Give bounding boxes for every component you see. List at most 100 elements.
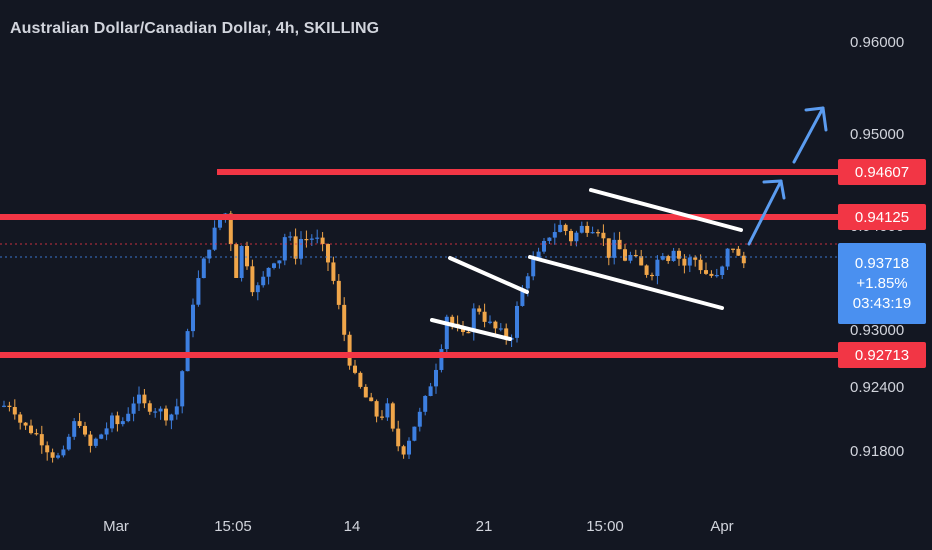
candle-body xyxy=(212,227,217,250)
candle-body xyxy=(385,403,390,418)
candle-body xyxy=(428,386,433,396)
candle-body xyxy=(7,405,12,408)
x-tick-label: Apr xyxy=(710,518,733,535)
candle-body xyxy=(185,331,190,372)
candle-body xyxy=(612,239,617,258)
candle-body xyxy=(477,308,482,312)
candle-body xyxy=(239,245,244,278)
candle-body xyxy=(482,311,487,322)
candle-body xyxy=(174,406,179,415)
level-badge-1: 0.94125 xyxy=(838,204,926,230)
candle-body xyxy=(315,237,320,239)
candle-body xyxy=(488,321,492,323)
candle-body xyxy=(72,421,77,437)
candle-body xyxy=(542,240,546,252)
candle-body xyxy=(120,421,125,425)
y-tick-label: 0.92400 xyxy=(850,379,904,396)
candle-body xyxy=(563,224,568,232)
candle-body xyxy=(147,403,152,412)
candle-body xyxy=(650,274,654,277)
candle-body xyxy=(2,405,6,407)
channel-lower-trendline xyxy=(528,255,724,310)
breakout-arrow-1-shaft xyxy=(792,106,825,164)
candle-body xyxy=(693,257,698,260)
candle-body xyxy=(601,232,606,239)
candle-body xyxy=(353,365,357,373)
candle-body xyxy=(741,255,746,264)
candle-body xyxy=(23,422,28,426)
candle-body xyxy=(731,248,735,250)
candle-body xyxy=(498,328,503,330)
candle-body xyxy=(277,260,282,264)
candle-body xyxy=(261,276,266,286)
candle-body xyxy=(585,225,590,233)
candle-body xyxy=(434,369,438,387)
candle-body xyxy=(331,262,336,281)
candle-body xyxy=(590,232,595,234)
flag-lower-trendline xyxy=(430,318,512,341)
candle-body xyxy=(401,446,406,455)
candle-body xyxy=(677,250,681,259)
candle-body xyxy=(374,401,379,417)
candle-body xyxy=(347,334,352,366)
candle-body xyxy=(29,425,33,434)
candle-body xyxy=(164,408,168,421)
candle-body xyxy=(596,232,600,234)
candle-body xyxy=(569,231,573,242)
candle-body xyxy=(56,455,60,458)
bar-countdown: 03:43:19 xyxy=(852,294,912,312)
candle-body xyxy=(644,265,649,275)
candle-body xyxy=(720,266,725,276)
candle-body xyxy=(515,305,519,338)
candle-body xyxy=(504,328,509,340)
candle-body xyxy=(104,428,109,435)
candle-body xyxy=(110,415,114,429)
y-tick-label: 0.93000 xyxy=(850,322,904,339)
candle-body xyxy=(439,349,444,370)
candle-body xyxy=(158,408,163,412)
breakout-arrow-0-head xyxy=(762,179,786,200)
candle-body xyxy=(12,407,17,415)
candle-body xyxy=(282,237,287,261)
candle-body xyxy=(250,266,255,293)
candle-body xyxy=(623,249,627,261)
candle-body xyxy=(606,238,611,258)
candle-body xyxy=(272,263,276,268)
candle-body xyxy=(666,256,671,261)
candle-body xyxy=(407,440,411,455)
candle-body xyxy=(547,237,552,241)
candle-body xyxy=(66,436,71,450)
candle-body xyxy=(363,386,368,398)
current-price-box: 0.93718 +1.85% 03:43:19 xyxy=(838,243,926,324)
candle-body xyxy=(471,308,476,333)
candle-body xyxy=(369,397,374,402)
level-badge-2: 0.92713 xyxy=(838,342,926,368)
candle-body xyxy=(88,434,93,446)
candle-body xyxy=(45,445,50,453)
y-tick-label: 0.95000 xyxy=(850,126,904,143)
candle-body xyxy=(320,237,325,244)
level-badge-0: 0.94607 xyxy=(838,159,926,185)
candle-body xyxy=(633,255,638,257)
candle-body xyxy=(83,425,87,435)
candle-body xyxy=(234,244,239,278)
candle-body xyxy=(137,394,141,404)
candle-body xyxy=(380,416,384,418)
candle-body xyxy=(99,434,104,439)
channel-upper-trendline xyxy=(589,188,743,232)
level-lines-group xyxy=(0,169,840,358)
price-change: +1.85% xyxy=(856,274,908,292)
breakout-arrow-1-head xyxy=(804,106,828,132)
y-tick-label: 0.91800 xyxy=(850,443,904,460)
candle-body xyxy=(169,414,174,421)
candle-body xyxy=(288,236,293,238)
candle-body xyxy=(309,238,314,240)
annotations-group xyxy=(430,106,828,341)
candle-body xyxy=(390,403,395,429)
candle-body xyxy=(50,452,55,458)
x-tick-label: 14 xyxy=(344,518,361,535)
level-badge-0-label: 0.94607 xyxy=(854,163,910,181)
flag-upper-trendline xyxy=(448,256,529,294)
candle-body xyxy=(725,248,730,267)
